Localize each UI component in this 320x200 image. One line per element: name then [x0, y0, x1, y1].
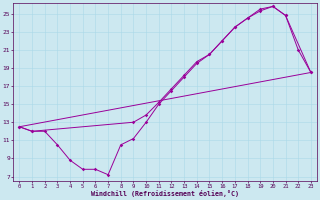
X-axis label: Windchill (Refroidissement éolien,°C): Windchill (Refroidissement éolien,°C): [91, 190, 239, 197]
